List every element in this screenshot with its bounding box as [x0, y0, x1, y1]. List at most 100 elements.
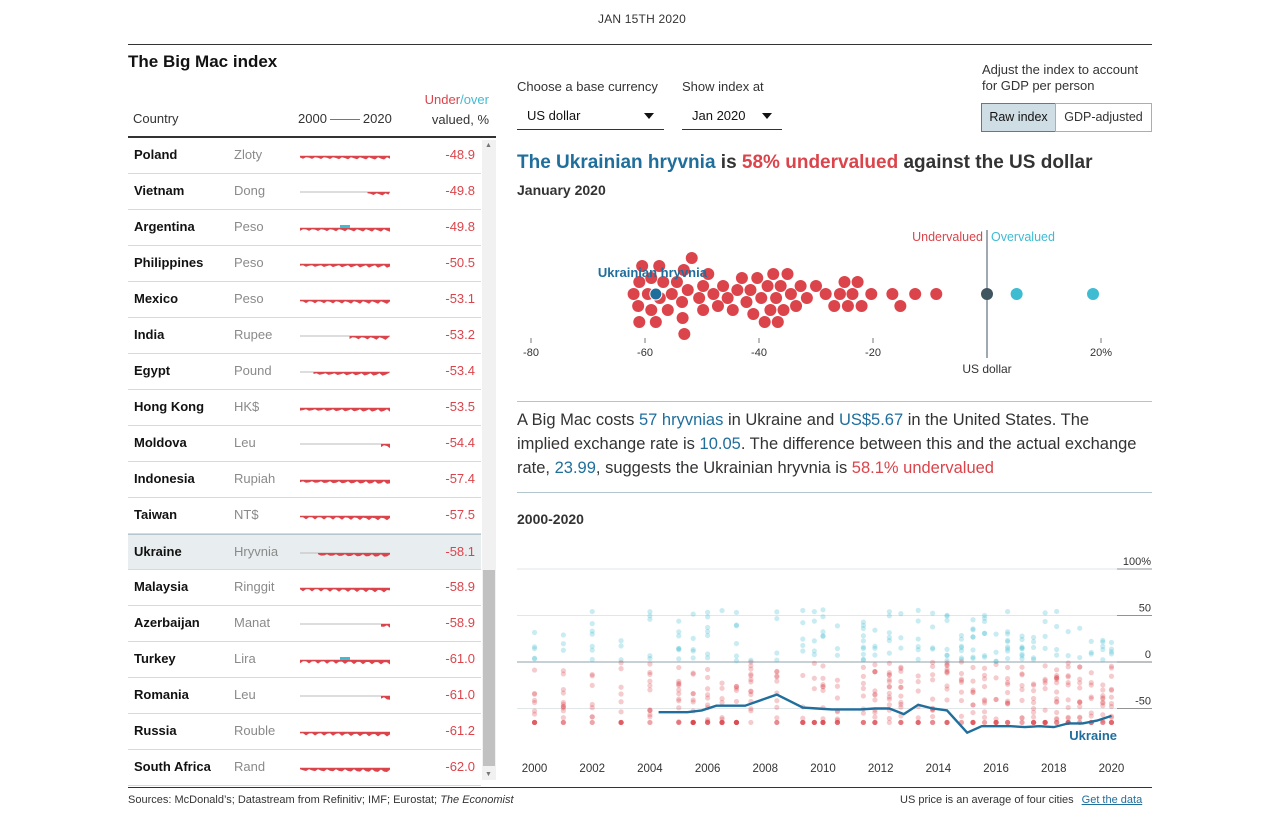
- history-dot: [690, 690, 696, 697]
- country-dot: [767, 268, 780, 280]
- table-row[interactable]: Turkey Lira -61.0: [128, 642, 481, 678]
- history-dot: [705, 628, 711, 635]
- history-dot: [993, 719, 999, 726]
- country-dot: [697, 280, 710, 292]
- country-name: Russia: [134, 723, 177, 738]
- history-dot: [647, 661, 653, 667]
- col-country[interactable]: Country: [133, 111, 179, 126]
- table-row[interactable]: Philippines Peso -50.5: [128, 246, 481, 282]
- history-dot: [800, 672, 806, 679]
- history-dot: [774, 609, 780, 615]
- table-row[interactable]: Malaysia Ringgit -58.9: [128, 570, 481, 606]
- history-dot: [1054, 672, 1060, 679]
- table-row[interactable]: Hong Kong HK$ -53.5: [128, 390, 481, 426]
- history-dot: [944, 652, 950, 658]
- history-dot: [719, 719, 725, 726]
- country-dot: [751, 272, 764, 284]
- history-dot: [1108, 639, 1115, 646]
- country-name: Turkey: [134, 651, 176, 666]
- history-dot: [1077, 704, 1083, 710]
- raw-index-toggle[interactable]: Raw index: [981, 103, 1056, 132]
- currency-name: Peso: [234, 291, 264, 306]
- overvalued-label: Overvalued: [991, 230, 1055, 244]
- get-data-link[interactable]: Get the data: [1081, 794, 1143, 806]
- history-dot: [1065, 674, 1071, 680]
- index-date-select[interactable]: Jan 2020: [682, 102, 782, 130]
- col-value[interactable]: Under/over valued, %: [424, 92, 489, 127]
- history-dot: [733, 698, 740, 705]
- table-row[interactable]: Azerbaijan Manat -58.9: [128, 606, 481, 642]
- history-dot: [820, 684, 826, 690]
- history-dot: [647, 712, 653, 718]
- history-dot: [944, 612, 950, 618]
- table-row[interactable]: Egypt Pound -53.4: [128, 354, 481, 390]
- history-dot: [733, 609, 740, 616]
- country-dot: [761, 280, 774, 292]
- history-dot: [1019, 697, 1025, 703]
- history-dot: [1019, 633, 1025, 639]
- history-dot: [690, 719, 696, 726]
- history-dot: [820, 629, 826, 635]
- table-row[interactable]: Indonesia Rupiah -57.4: [128, 462, 481, 498]
- history-dot: [705, 609, 711, 615]
- gdp-adjusted-toggle[interactable]: GDP-adjusted: [1055, 103, 1152, 132]
- history-dot: [560, 686, 566, 693]
- history-dot: [647, 707, 653, 713]
- x-tick-label: 20%: [1090, 347, 1112, 359]
- x-tick-label: 2012: [868, 763, 894, 775]
- history-dot: [834, 677, 841, 683]
- index-value: -50.5: [445, 255, 475, 270]
- history-dot: [1030, 699, 1037, 706]
- history-dot: [993, 719, 999, 726]
- table-scrollbar[interactable]: ▲ ▼: [482, 140, 496, 780]
- history-dot: [886, 683, 892, 690]
- history-dot: [860, 719, 866, 726]
- history-dot: [1065, 715, 1071, 721]
- history-dot: [1019, 653, 1025, 659]
- history-dot: [589, 628, 595, 634]
- scroll-thumb[interactable]: [483, 570, 495, 766]
- history-dot: [748, 657, 754, 663]
- currency-name: Rupee: [234, 327, 273, 342]
- table-row[interactable]: Russia Rouble -61.2: [128, 714, 481, 750]
- table-row[interactable]: Vietnam Dong -49.8: [128, 174, 481, 210]
- sparkline: [300, 225, 390, 232]
- table-row[interactable]: Mexico Peso -53.1: [128, 282, 481, 318]
- table-row[interactable]: Romania Leu -61.0: [128, 678, 481, 714]
- table-row[interactable]: South Africa Rand -62.0: [128, 750, 481, 786]
- index-value: -49.8: [445, 183, 475, 198]
- history-dot: [958, 697, 965, 704]
- history-dot: [915, 643, 921, 650]
- history-dot: [1108, 719, 1115, 726]
- history-dot: [748, 679, 754, 685]
- history-dot: [981, 618, 988, 625]
- country-dot: [1010, 288, 1023, 300]
- history-dot: [589, 656, 595, 663]
- history-dot: [898, 635, 904, 641]
- history-dot: [560, 641, 566, 647]
- scroll-down-icon[interactable]: ▼: [485, 771, 492, 778]
- country-dot: [649, 316, 662, 328]
- history-dot: [774, 678, 780, 684]
- history-dot: [589, 621, 595, 627]
- country-dot: [794, 280, 807, 292]
- table-row[interactable]: Moldova Leu -54.4: [128, 426, 481, 462]
- table-row[interactable]: Poland Zloty -48.9: [128, 138, 481, 174]
- history-dot: [618, 719, 624, 726]
- table-row[interactable]: Taiwan NT$ -57.5: [128, 498, 481, 534]
- history-dot: [930, 719, 936, 726]
- history-dot: [1088, 680, 1094, 686]
- history-dot: [748, 706, 754, 712]
- base-currency-select[interactable]: US dollar: [517, 102, 664, 130]
- table-row[interactable]: Ukraine Hryvnia -58.1: [128, 534, 481, 570]
- history-dot: [719, 699, 725, 706]
- table-row[interactable]: Argentina Peso -49.8: [128, 210, 481, 246]
- scroll-up-icon[interactable]: ▲: [485, 142, 492, 149]
- history-dot: [915, 607, 921, 613]
- history-dot: [970, 626, 976, 632]
- history-dot: [944, 719, 950, 726]
- history-dot: [733, 687, 740, 693]
- table-row[interactable]: India Rupee -53.2: [128, 318, 481, 354]
- history-dot: [1108, 703, 1115, 710]
- history-dot: [1042, 719, 1048, 726]
